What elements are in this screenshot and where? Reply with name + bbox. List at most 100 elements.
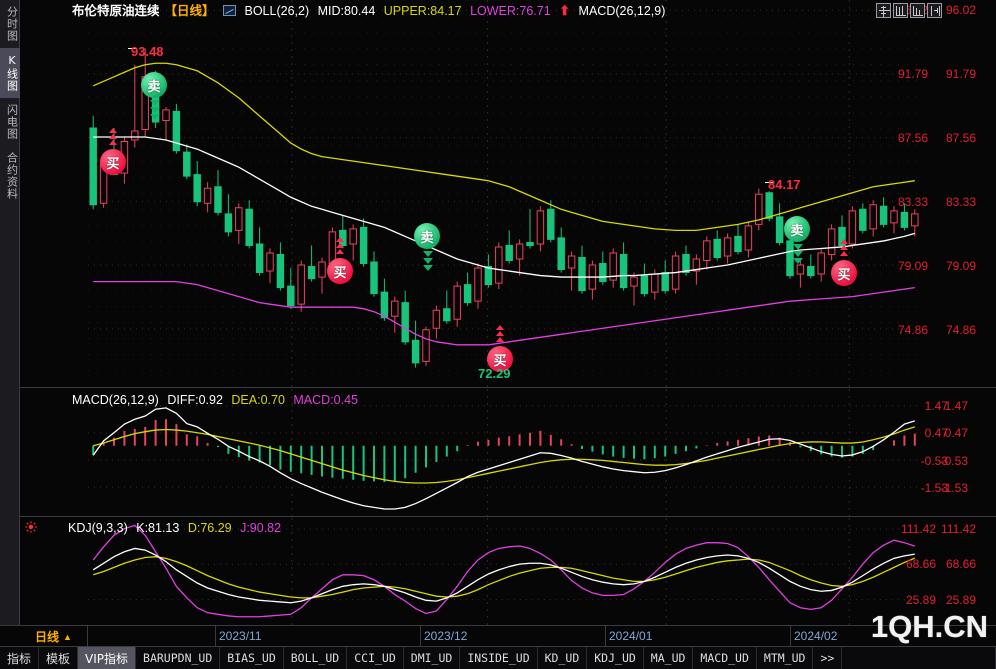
price-axis-label-right-3: 83.33 (945, 194, 976, 209)
site-watermark: 1QH.CN (870, 609, 988, 644)
boll-lower-value: LOWER:76.71 (470, 4, 551, 18)
date-axis-label-3: 2024/02 (794, 629, 838, 643)
macd-axis-label-right-1: 0.47 (944, 426, 968, 441)
sell-arrow-icon (423, 250, 433, 272)
boll-label: BOLL(26,2) (244, 4, 310, 18)
kdj-j-value: J:90.82 (240, 521, 282, 535)
kdj-axis-label-right-0: 111.42 (941, 522, 976, 537)
signal-sell-3[interactable]: 卖 (784, 216, 810, 242)
buy-arrow-icon (336, 236, 344, 255)
macd-axis-label-left-2: -0.53 (920, 453, 948, 468)
kdj-d-value: D:76.29 (187, 521, 232, 535)
shift-right-icon[interactable] (927, 3, 942, 18)
macd-axis-label-right-0: 1.47 (944, 399, 968, 414)
cycle-selector-label: 日线 (35, 630, 60, 644)
bottom-tab-kd-ud[interactable]: KD_UD (538, 647, 588, 669)
high-label-84: 84.17 (768, 177, 801, 192)
macd-ref-label: MACD(26,12,9) (578, 4, 666, 18)
macd-axis-label-left-3: -1.53 (920, 480, 948, 495)
bottom-tab-vip-[interactable]: VIP指标 (78, 647, 137, 669)
sidebar-tab-lightning[interactable]: 闪电图 (5, 104, 19, 140)
macd-macd-value: MACD:0.45 (293, 393, 358, 407)
chart-tool-icons (876, 3, 942, 18)
kdj-plot[interactable] (88, 518, 920, 625)
date-tick (790, 626, 791, 647)
bottom-tab-ma-ud[interactable]: MA_UD (644, 647, 694, 669)
bottom-tab-boll-ud[interactable]: BOLL_UD (284, 647, 348, 669)
bottom-tab-macd-ud[interactable]: MACD_UD (693, 647, 757, 669)
bottom-tab-inside-ud[interactable]: INSIDE_UD (460, 647, 538, 669)
boll-mid-value: MID:80.44 (317, 4, 376, 18)
bottom-tab--[interactable]: 指标 (0, 647, 40, 669)
macd-plot[interactable] (88, 389, 920, 516)
price-axis-label-left-1: 91.79 (897, 67, 928, 82)
high-label-93: 93.48 (131, 44, 164, 59)
cycle-selector[interactable]: 日线 ▲ (20, 626, 88, 647)
price-axis-label-left-5: 74.86 (897, 322, 928, 337)
bottom-toolbar[interactable]: 指标 模板 VIP指标 BARUPDN_UD BIAS_UD BOLL_UD CCI_UD D… (0, 647, 996, 669)
macd-axis-label-right-3: -1.53 (940, 480, 968, 495)
sidebar-tab-kline[interactable]: K线图 (0, 48, 20, 98)
macd-axis-label-left-1: 0.47 (924, 426, 948, 441)
buy-arrow-icon (496, 324, 504, 343)
sidebar-tab-timeshare[interactable]: 分时图 (5, 6, 19, 42)
bottom-tab-mtm-ud[interactable]: MTM_UD (757, 647, 814, 669)
macd-pane[interactable] (20, 389, 996, 517)
indicator-icon[interactable] (223, 5, 237, 16)
cycle-label: 【日线】 (164, 3, 215, 18)
date-tick (215, 626, 216, 647)
kdj-pane[interactable] (20, 518, 996, 625)
instrument-name: 布伦特原油连续 (72, 3, 160, 18)
sidebar-tab-contract[interactable]: 合约资料 (5, 152, 19, 200)
extreme-marker-0 (128, 48, 137, 49)
date-tick (420, 626, 421, 647)
signal-buy-4[interactable]: 买 (831, 260, 857, 286)
macd-axis-label-right-2: -0.53 (940, 453, 968, 468)
bottom-tab--[interactable]: 模板 (39, 647, 79, 669)
toolbar-filler (842, 647, 996, 669)
kdj-axis-label-left-2: 25.89 (905, 592, 936, 607)
bottom-tab-cci-ud[interactable]: CCI_UD (347, 647, 404, 669)
left-sidebar: 分时图 K线图闪电图合约资料 (0, 0, 20, 625)
bottom-tab--[interactable]: >> (813, 647, 843, 669)
move-icon[interactable] (876, 3, 891, 18)
boll-upper-value: UPPER:84.17 (383, 4, 462, 18)
sell-arrow-icon (150, 99, 160, 121)
price-axis-label-left-3: 83.33 (897, 194, 928, 209)
bottom-tab-bias-ud[interactable]: BIAS_UD (220, 647, 284, 669)
low-label-72: 72.29 (478, 366, 511, 381)
kdj-axis-label-left-0: 111.42 (901, 522, 936, 537)
date-tick (605, 626, 606, 647)
date-axis-bar: 日线 ▲ 2023/11 2023/12 2024/01 2024/02 (0, 625, 996, 647)
signal-buy-2[interactable]: 买 (327, 258, 353, 284)
date-axis-label-2: 2024/01 (609, 629, 653, 643)
price-axis-label-right-4: 79.09 (945, 258, 976, 273)
cycle-selector-arrow-icon: ▲ (63, 631, 72, 642)
bottom-tab-kdj-ud[interactable]: KDJ_UD (587, 647, 644, 669)
signal-buy-3[interactable]: 买 (487, 346, 513, 372)
bottom-tab-barupdn-ud[interactable]: BARUPDN_UD (136, 647, 221, 669)
price-axis-label-right-1: 91.79 (945, 67, 976, 82)
sell-arrow-icon (793, 243, 803, 265)
price-legend: 布伦特原油连续 【日线】 BOLL(26,2) MID:80.44 UPPER:8… (72, 3, 670, 19)
scale-vertical-icon[interactable] (893, 3, 908, 18)
kdj-axis-label-right-2: 25.89 (945, 592, 976, 607)
price-pane[interactable] (20, 0, 996, 388)
bottom-tab-dmi-ud[interactable]: DMI_UD (404, 647, 461, 669)
signal-sell-1[interactable]: 卖 (141, 72, 167, 98)
kdj-k-value: K:81.13 (136, 521, 180, 535)
date-axis-label-1: 2023/12 (424, 629, 468, 643)
shift-left-icon[interactable] (910, 3, 925, 18)
macd-title: MACD(26,12,9) (72, 393, 159, 407)
signal-buy-1[interactable]: 买 (100, 149, 126, 175)
kdj-axis-label-left-1: 68.66 (905, 557, 936, 572)
signal-sell-2[interactable]: 卖 (414, 223, 440, 249)
macd-axis-label-left-0: 1.47 (924, 399, 948, 414)
macd-dea-value: DEA:0.70 (231, 393, 285, 407)
kdj-title: KDJ(9,3,3) (68, 521, 128, 535)
price-plot[interactable] (88, 0, 920, 387)
trend-up-icon: ⬆ (559, 3, 571, 18)
kdj-settings-icon[interactable] (25, 521, 37, 533)
